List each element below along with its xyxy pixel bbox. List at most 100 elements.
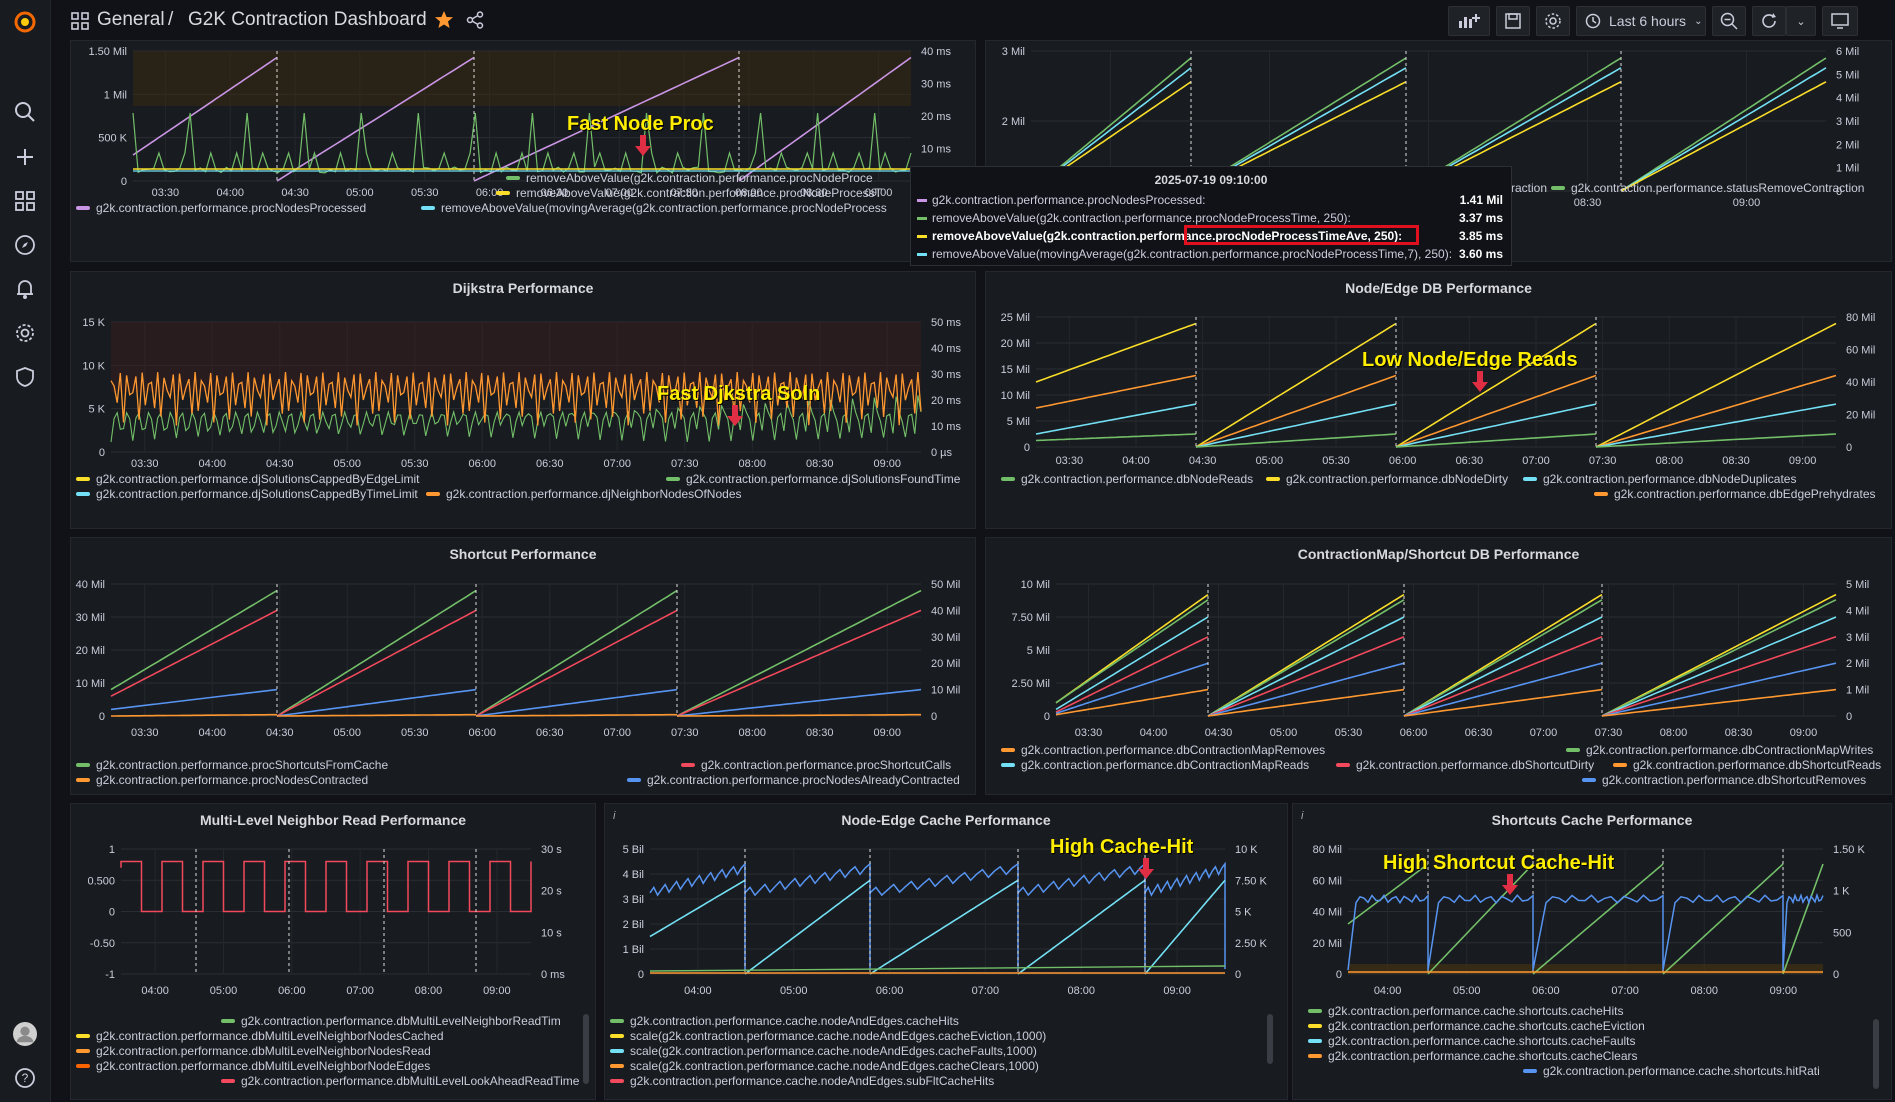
add-panel-button[interactable] bbox=[1448, 6, 1490, 36]
legend-item[interactable]: g2k.contraction.performance.dbNodeDirty bbox=[1266, 472, 1508, 486]
breadcrumb-folder[interactable]: General bbox=[97, 9, 165, 31]
panel-node-processing[interactable]: 1.50 Mil 1 Mil 500 K 0 40 ms 30 ms 20 ms 10 ms 0… bbox=[70, 40, 976, 262]
legend-item[interactable]: g2k.contraction.performance.cache.shortc… bbox=[1308, 1049, 1638, 1063]
legend-item[interactable]: g2k.contraction.performance.procNodesAlr… bbox=[627, 773, 960, 787]
legend-item[interactable]: g2k.contraction.performance.procShortcut… bbox=[681, 758, 951, 772]
series-swatch bbox=[1594, 492, 1608, 496]
legend-item[interactable]: g2k.contraction.performance.dbMultiLevel… bbox=[221, 1074, 579, 1088]
legend-item[interactable]: g2k.contraction.performance.dbMultiLevel… bbox=[221, 1014, 561, 1028]
threshold-band bbox=[133, 51, 911, 106]
compass-icon[interactable] bbox=[13, 233, 37, 257]
series-swatch bbox=[506, 176, 520, 180]
gear-icon[interactable] bbox=[13, 321, 37, 345]
time-range-picker[interactable]: Last 6 hours ⌄ bbox=[1576, 6, 1706, 36]
legend-item[interactable]: removeAboveValue(g2k.contraction.perform… bbox=[506, 171, 873, 185]
series-swatch bbox=[1336, 763, 1350, 767]
y-tick-right: 20 s bbox=[541, 886, 562, 898]
legend-item[interactable]: removeAboveValue(g2k.contraction.perform… bbox=[496, 186, 882, 200]
dashboards-icon[interactable] bbox=[13, 189, 37, 213]
search-icon[interactable] bbox=[13, 100, 37, 124]
legend-item[interactable]: g2k.contraction.performance.dbContractio… bbox=[1566, 743, 1873, 757]
legend-item[interactable]: g2k.contraction.performance.cache.nodeAn… bbox=[610, 1014, 959, 1028]
y-tick-right: 1 Mil bbox=[1846, 685, 1869, 697]
series-line bbox=[476, 690, 677, 716]
legend-label: g2k.contraction.performance.dbEdgePrehyd… bbox=[1614, 487, 1876, 501]
panel-node-edge-cache[interactable]: i Node-Edge Cache Performance 5 Bil 4 Bil… bbox=[604, 803, 1288, 1100]
avatar[interactable] bbox=[13, 1022, 37, 1046]
chevron-down-icon: ⌄ bbox=[1694, 16, 1702, 27]
panel-dijkstra-performance[interactable]: Dijkstra Performance 15 K 10 K 5 K 0 50 ms 40… bbox=[70, 271, 976, 529]
legend-item[interactable]: g2k.contraction.performance.dbContractio… bbox=[1001, 758, 1309, 772]
legend-item[interactable]: g2k.contraction.performance.dbShortcutDi… bbox=[1336, 758, 1594, 772]
legend-label: removeAboveValue(g2k.contraction.perform… bbox=[526, 171, 873, 185]
legend-item[interactable]: g2k.contraction.performance.djSolutionsF… bbox=[666, 472, 960, 486]
legend-item[interactable]: g2k.contraction.performance.dbShortcutRe… bbox=[1582, 773, 1866, 787]
y-tick-left: 20 Mil bbox=[1001, 338, 1030, 350]
legend-scrollbar[interactable] bbox=[583, 1014, 589, 1084]
legend-item[interactable]: g2k.contraction.performance.dbMultiLevel… bbox=[76, 1044, 431, 1058]
tv-mode-button[interactable] bbox=[1822, 6, 1858, 36]
chart-node-processing[interactable]: 1.50 Mil 1 Mil 500 K 0 40 ms 30 ms 20 ms 10 ms 0… bbox=[71, 41, 976, 262]
series-line bbox=[111, 690, 277, 710]
series-line bbox=[121, 862, 531, 912]
shield-icon[interactable] bbox=[13, 365, 37, 389]
plus-icon[interactable] bbox=[13, 145, 37, 169]
y-tick-left: 15 Mil bbox=[1001, 364, 1030, 376]
bell-icon[interactable] bbox=[13, 277, 37, 301]
legend-item[interactable]: g2k.contraction.performance.cache.shortc… bbox=[1523, 1064, 1820, 1078]
legend-item[interactable]: g2k.contraction.performance.dbNodeReads bbox=[1001, 472, 1253, 486]
save-dashboard-button[interactable] bbox=[1496, 6, 1530, 36]
legend-item[interactable]: scale(g2k.contraction.performance.cache.… bbox=[610, 1059, 1039, 1073]
legend-item[interactable]: g2k.contraction.performance.dbShortcutRe… bbox=[1613, 758, 1881, 772]
y-tick-right: 0 bbox=[1846, 442, 1852, 454]
y-tick-right: 10 s bbox=[541, 927, 562, 939]
panel-contractionmap-db[interactable]: ContractionMap/Shortcut DB Performance 1… bbox=[985, 537, 1892, 795]
legend-item[interactable]: scale(g2k.contraction.performance.cache.… bbox=[610, 1044, 1037, 1058]
legend-scrollbar[interactable] bbox=[1267, 1014, 1273, 1064]
series-line bbox=[277, 591, 476, 716]
star-icon[interactable] bbox=[434, 10, 454, 35]
x-tick: 08:00 bbox=[1067, 985, 1095, 997]
x-tick: 04:30 bbox=[1205, 727, 1233, 739]
legend-item[interactable]: g2k.contraction.performance.dbContractio… bbox=[1001, 743, 1325, 757]
share-icon[interactable] bbox=[466, 11, 484, 34]
panel-multilevel-neighbor[interactable]: Multi-Level Neighbor Read Performance 10… bbox=[70, 803, 596, 1100]
legend-item[interactable]: g2k.contraction.performance.dbMultiLevel… bbox=[76, 1059, 430, 1073]
y-tick-right: 50 ms bbox=[931, 317, 961, 329]
grafana-logo-icon[interactable] bbox=[13, 10, 37, 34]
y-tick-right: 40 Mil bbox=[1846, 377, 1875, 389]
legend-item[interactable]: g2k.contraction.performance.cache.shortc… bbox=[1308, 1004, 1623, 1018]
legend-item[interactable]: g2k.contraction.performance.cache.shortc… bbox=[1308, 1019, 1645, 1033]
legend-item[interactable]: g2k.contraction.performance.procShortcut… bbox=[76, 758, 388, 772]
y-tick-left: 25 Mil bbox=[1001, 312, 1030, 324]
chart-shortcut[interactable]: 40 Mil 30 Mil 20 Mil 10 Mil 0 50 Mil 40 Mil 30 … bbox=[71, 538, 976, 795]
panel-shortcuts-cache[interactable]: i Shortcuts Cache Performance 80 Mil 60 M… bbox=[1292, 803, 1892, 1100]
dashboard-settings-button[interactable] bbox=[1536, 6, 1570, 36]
dashboards-grid-icon[interactable] bbox=[71, 12, 89, 35]
tooltip-value: 3.60 ms bbox=[1459, 247, 1503, 261]
legend-item[interactable]: g2k.contraction.performance.cache.nodeAn… bbox=[610, 1074, 994, 1088]
y-tick-right: 10 K bbox=[1235, 844, 1258, 856]
series-line bbox=[1404, 637, 1602, 716]
legend-item[interactable]: g2k.contraction.performance.cache.shortc… bbox=[1308, 1034, 1636, 1048]
legend-item[interactable]: g2k.contraction.performance.djSolutionsC… bbox=[76, 472, 420, 486]
legend-scrollbar[interactable] bbox=[1873, 1019, 1879, 1089]
legend-item[interactable]: g2k.contraction.performance.dbNodeDuplic… bbox=[1523, 472, 1796, 486]
legend-item[interactable]: g2k.contraction.performance.procNodesPro… bbox=[76, 201, 366, 215]
legend-item[interactable]: g2k.contraction.performance.djSolutionsC… bbox=[76, 487, 418, 501]
dashboard-title[interactable]: G2K Contraction Dashboard bbox=[188, 9, 427, 31]
legend-item[interactable]: g2k.contraction.performance.dbMultiLevel… bbox=[76, 1029, 444, 1043]
legend-item[interactable]: g2k.contraction.performance.dbEdgePrehyd… bbox=[1594, 487, 1876, 501]
legend-item[interactable]: scale(g2k.contraction.performance.cache.… bbox=[610, 1029, 1046, 1043]
legend-item[interactable]: g2k.contraction.performance.procNodesCon… bbox=[76, 773, 368, 787]
refresh-interval-dropdown[interactable]: ⌄ bbox=[1786, 6, 1816, 36]
help-icon[interactable]: ? bbox=[13, 1066, 37, 1090]
panel-node-edge-db[interactable]: Node/Edge DB Performance 25 Mil 20 Mil 15 … bbox=[985, 271, 1892, 529]
legend-item[interactable]: g2k.contraction.performance.djNeighborNo… bbox=[426, 487, 742, 501]
legend-item[interactable]: g2k.contraction.performance.statusRemove… bbox=[1551, 181, 1864, 195]
y-tick-left: 3 Mil bbox=[1002, 46, 1025, 58]
refresh-button[interactable] bbox=[1752, 6, 1786, 36]
legend-item[interactable]: removeAboveValue(movingAverage(g2k.contr… bbox=[421, 201, 887, 215]
panel-shortcut-performance[interactable]: Shortcut Performance 40 Mil 30 Mil 20 Mil 1… bbox=[70, 537, 976, 795]
zoom-out-button[interactable] bbox=[1712, 6, 1746, 36]
